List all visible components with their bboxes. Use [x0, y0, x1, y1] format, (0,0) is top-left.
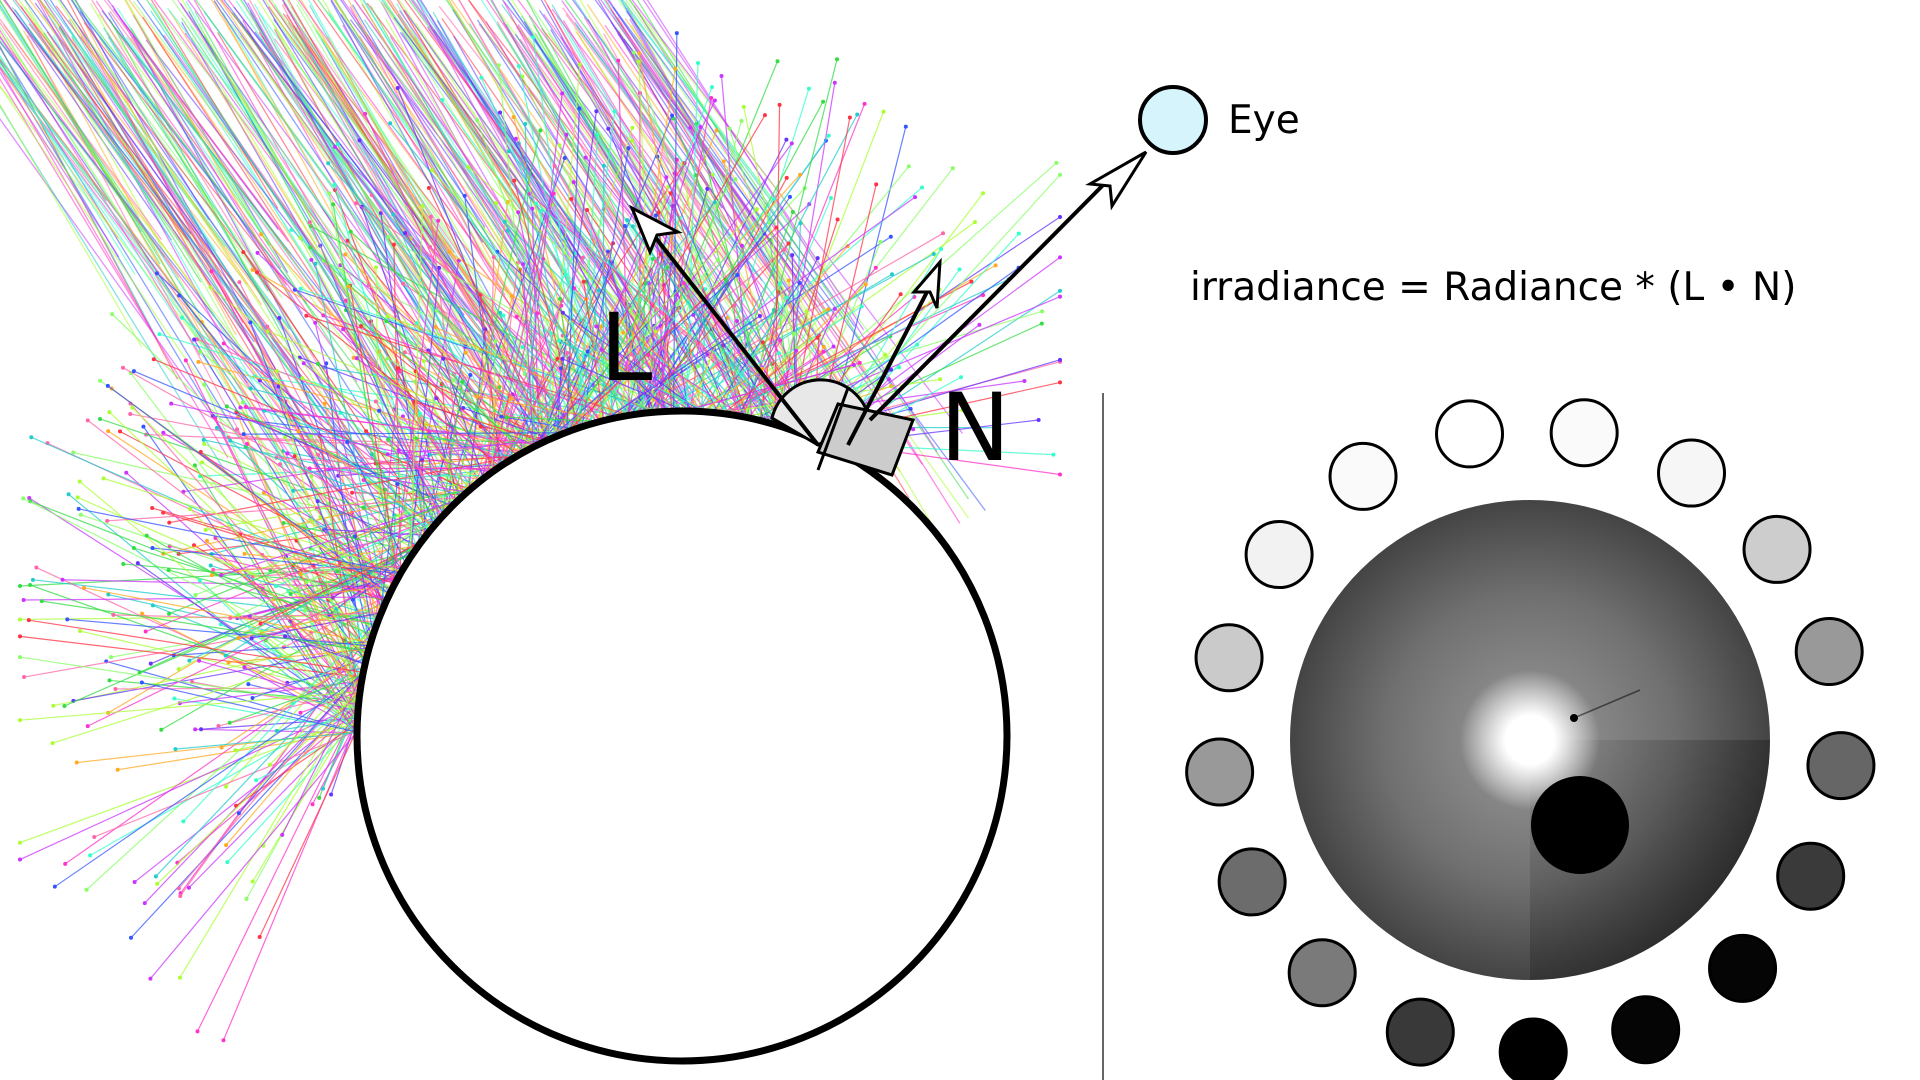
sample-swatches: [1185, 398, 1876, 1080]
sample-swatch: [1742, 514, 1812, 584]
sample-swatch: [1611, 995, 1681, 1065]
sample-swatch: [1549, 398, 1619, 468]
sample-swatch: [1794, 617, 1864, 687]
sample-swatch: [1185, 737, 1255, 807]
eye-label: Eye: [1228, 98, 1300, 143]
sample-swatch: [1806, 731, 1876, 801]
sample-swatch: [1244, 520, 1314, 590]
irradiance-probe: [1290, 500, 1770, 980]
sample-swatch: [1657, 438, 1727, 508]
sample-swatch: [1776, 841, 1846, 911]
eye-icon: [1138, 85, 1208, 155]
sample-swatch: [1328, 441, 1398, 511]
sample-swatch: [1708, 933, 1778, 1003]
light-label: L: [600, 294, 652, 403]
sphere: [353, 407, 1011, 1065]
probe-highlight: [1460, 670, 1600, 810]
light-rays: [0, 0, 1062, 1043]
sample-swatch: [1435, 399, 1505, 469]
irradiance-formula: irradiance = Radiance * (L • N): [1190, 265, 1796, 310]
sample-swatch: [1194, 623, 1264, 693]
sample-swatch: [1498, 1017, 1568, 1080]
view-arrow: [868, 150, 1148, 422]
sample-swatch: [1385, 997, 1455, 1067]
light-direction-arrow: [629, 204, 820, 447]
sample-swatch: [1287, 938, 1357, 1008]
normal-arrow: [846, 257, 942, 446]
sample-swatch: [1217, 847, 1287, 917]
normal-label: N: [940, 374, 1010, 483]
angle-indicator: [770, 378, 916, 477]
probe-occluder: [1531, 776, 1629, 874]
